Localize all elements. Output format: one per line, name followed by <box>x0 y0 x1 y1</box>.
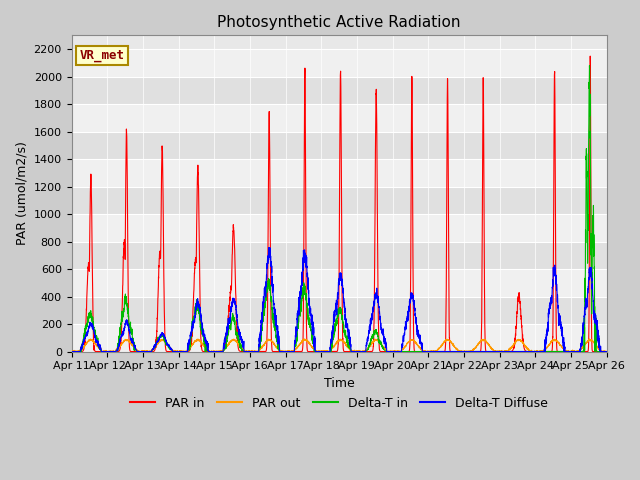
Legend: PAR in, PAR out, Delta-T in, Delta-T Diffuse: PAR in, PAR out, Delta-T in, Delta-T Dif… <box>125 392 553 415</box>
Bar <box>72 214 607 241</box>
Bar <box>72 49 607 77</box>
Bar <box>72 187 607 214</box>
Bar <box>72 104 607 132</box>
Bar <box>72 297 607 324</box>
Bar <box>72 241 607 269</box>
Bar <box>72 132 607 159</box>
Bar <box>72 269 607 297</box>
Bar <box>72 159 607 187</box>
Title: Photosynthetic Active Radiation: Photosynthetic Active Radiation <box>218 15 461 30</box>
Bar <box>72 324 607 351</box>
Y-axis label: PAR (umol/m2/s): PAR (umol/m2/s) <box>15 142 28 245</box>
Bar <box>72 77 607 104</box>
X-axis label: Time: Time <box>324 377 355 390</box>
Text: VR_met: VR_met <box>79 49 125 62</box>
